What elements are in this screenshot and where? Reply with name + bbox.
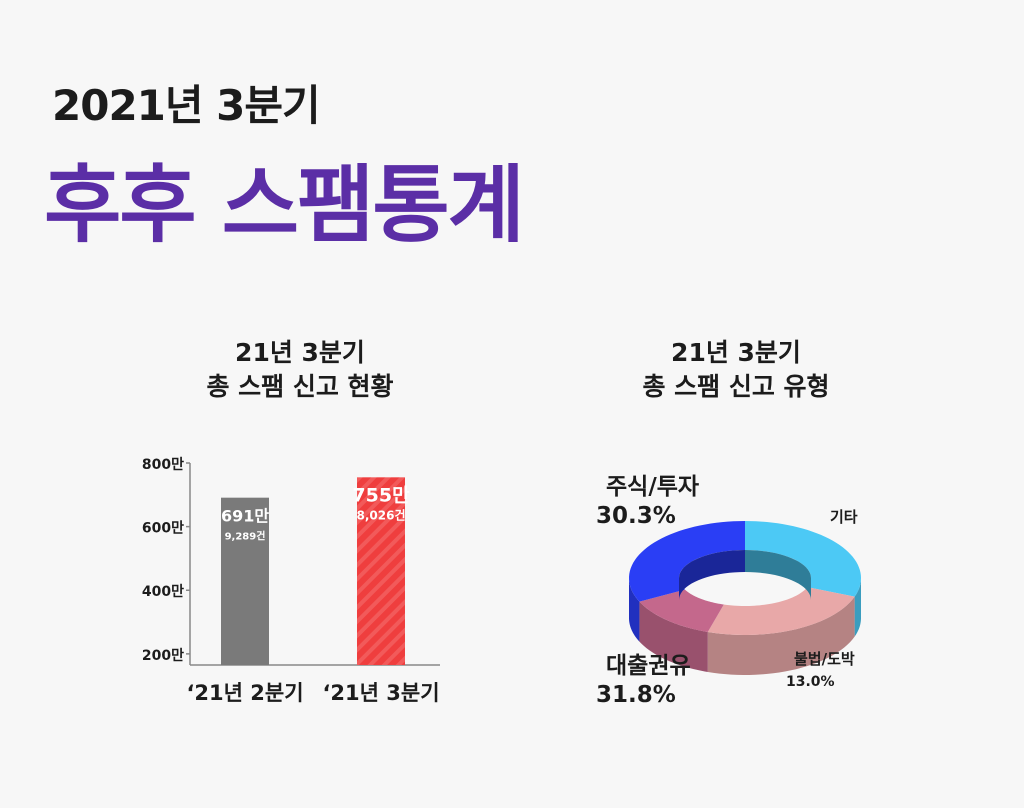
donut-slice-2 [707,587,855,635]
bar-value-label: 755만 [352,484,410,506]
donut-side-wall [707,596,855,675]
x-category-label: ‘21년 3분기 [322,681,440,705]
page-title: 후후 스팸통계 [44,156,525,254]
bar-chart-title: 21년 3분기 총 스팸 신고 현황 [120,336,480,404]
donut-inner-wall [679,550,745,600]
donut-side-wall [629,578,640,642]
donut-slice-1 [745,521,861,597]
bar-count-label: 9,289건 [225,530,266,543]
donut-chart-title-line-2: 총 스팸 신고 유형 [642,372,830,401]
donut-slice-4 [629,521,745,602]
period-subtitle: 2021년 3분기 [52,81,321,130]
donut-chart-title-line-1: 21년 3분기 [671,338,801,367]
donut-value-stock: 30.3% [596,503,676,529]
donut-chart-title: 21년 3분기 총 스팸 신고 유형 [556,336,916,404]
x-category-label: ‘21년 2분기 [186,681,304,705]
donut-label-stock: 주식/투자 [606,474,700,500]
bar-count-label: 8,026건 [357,507,406,522]
y-tick-label: 400만 [142,584,184,600]
bar-chart-title-line-1: 21년 3분기 [235,338,365,367]
donut-label-loan: 대출권유 [606,653,691,679]
y-tick-label: 800만 [142,457,184,473]
y-tick-label: 200만 [142,648,184,664]
donut-inner-wall [745,550,811,600]
donut-value-loan: 31.8% [596,682,676,708]
donut-label-other: 기타 [830,508,858,526]
bar-1 [221,497,269,665]
donut-side-wall [639,601,708,672]
donut-value-gambling: 13.0% [786,674,835,690]
donut-slice-3 [639,589,724,632]
y-tick-label: 600만 [142,521,184,537]
bar-2 [357,477,405,665]
donut-label-gambling: 불법/도박 [794,650,855,668]
bar-value-label: 691만 [221,507,269,526]
bar-chart-title-line-2: 총 스팸 신고 현황 [206,372,394,401]
donut-side-wall [854,578,861,637]
